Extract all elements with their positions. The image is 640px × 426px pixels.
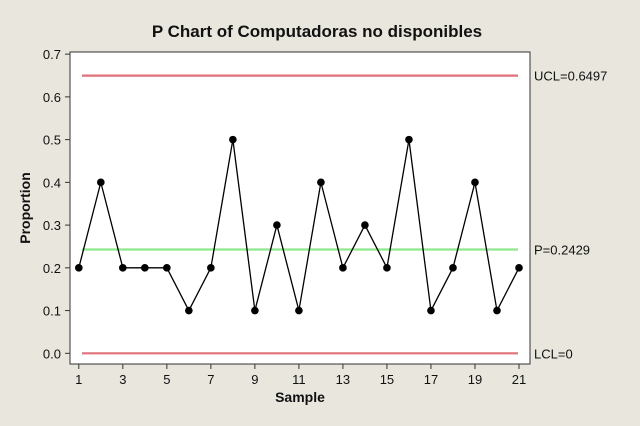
data-point <box>97 178 105 187</box>
reference-label-0: UCL=0.6497 <box>534 69 607 84</box>
x-tick-label: 15 <box>380 372 394 387</box>
data-point <box>383 264 391 272</box>
x-tick-label: 13 <box>336 372 350 387</box>
x-tick-label: 9 <box>251 372 258 387</box>
x-tick-label: 7 <box>207 372 214 387</box>
y-tick-label: 0.5 <box>43 133 61 148</box>
data-point <box>163 264 171 272</box>
data-point <box>317 178 325 187</box>
chart-title: P Chart of Computadoras no disponibles <box>152 22 482 41</box>
data-point <box>405 135 413 144</box>
data-point <box>251 306 259 315</box>
data-point <box>207 264 215 272</box>
x-tick-label: 17 <box>424 372 438 387</box>
x-axis-label: Sample <box>275 389 325 405</box>
data-point <box>229 135 237 144</box>
data-point <box>273 221 281 229</box>
x-tick-label: 21 <box>512 372 526 387</box>
plot-area <box>69 51 531 365</box>
x-tick-label: 1 <box>75 372 82 387</box>
y-axis-ticks: 0.0 0.1 0.2 0.3 0.4 0.5 0.6 0.7 <box>43 47 70 361</box>
y-axis-label: Proportion <box>17 172 33 244</box>
y-tick-label: 0.2 <box>43 261 61 276</box>
x-tick-label: 3 <box>119 372 126 387</box>
x-tick-label: 19 <box>468 372 482 387</box>
x-tick-label: 11 <box>292 372 306 387</box>
y-tick-label: 0.7 <box>43 47 61 62</box>
reference-label-2: LCL=0 <box>534 346 573 361</box>
y-tick-label: 0.0 <box>43 346 61 361</box>
reference-label-1: P=0.2429 <box>534 243 590 258</box>
data-point <box>361 221 369 229</box>
data-point <box>427 306 435 315</box>
y-tick-label: 0.4 <box>43 175 61 190</box>
data-point <box>295 306 303 315</box>
reference-lines: UCL=0.6497 P=0.2429 LCL=0 <box>82 69 607 361</box>
data-point <box>141 264 149 272</box>
data-points <box>75 135 523 315</box>
data-point <box>515 264 523 272</box>
data-point <box>449 264 457 272</box>
data-point <box>119 264 127 272</box>
x-tick-label: 5 <box>163 372 170 387</box>
data-point <box>339 264 347 272</box>
data-point <box>493 306 501 315</box>
y-tick-label: 0.3 <box>43 218 61 233</box>
y-tick-label: 0.6 <box>43 90 61 105</box>
data-point <box>471 178 479 187</box>
data-point <box>75 264 83 272</box>
data-point <box>185 306 193 315</box>
y-tick-label: 0.1 <box>43 304 61 319</box>
x-axis-ticks: 1 3 5 7 9 11 13 15 17 19 21 <box>75 364 526 387</box>
